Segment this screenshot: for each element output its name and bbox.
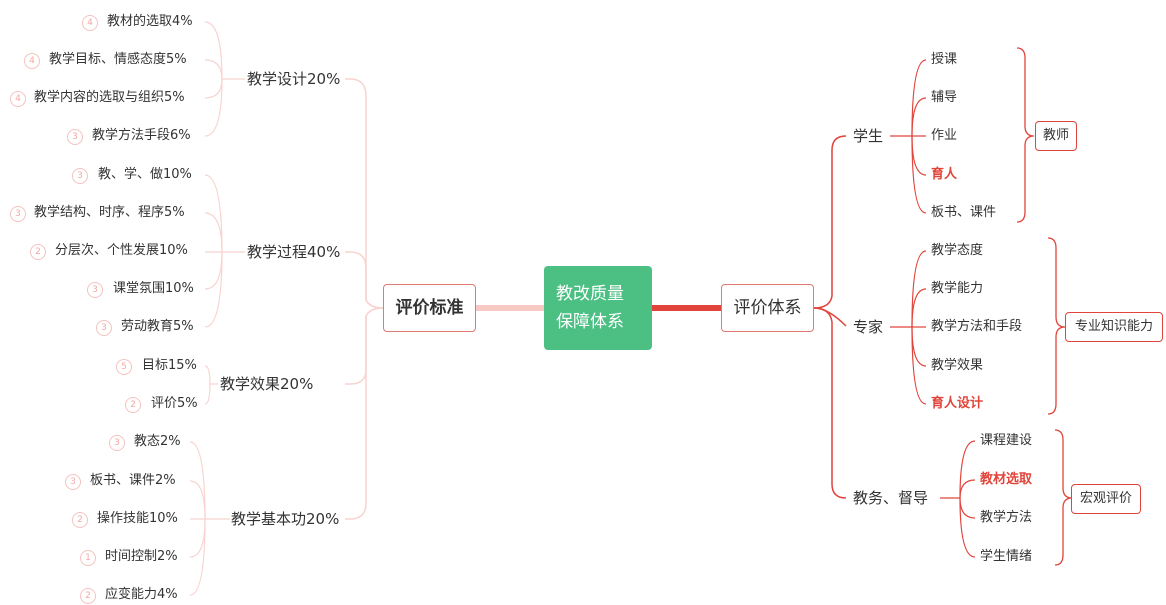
left-root-node[interactable]: 评价标准 <box>383 284 476 332</box>
right-leaf-highlight[interactable]: 育人 <box>931 167 958 182</box>
left-group-links <box>189 21 245 596</box>
right-leaf-highlight[interactable]: 教材选取 <box>980 472 1033 487</box>
left-leaf[interactable]: 教态2% <box>134 434 181 449</box>
right-leaf[interactable]: 学生情绪 <box>980 549 1033 564</box>
right-leaf[interactable]: 板书、课件 <box>931 205 997 220</box>
right-leaf[interactable]: 作业 <box>931 128 958 143</box>
priority-badge: 3 <box>72 168 88 184</box>
summary-box-expertise[interactable]: 专业知识能力 <box>1065 312 1163 342</box>
priority-badge: 3 <box>87 282 103 298</box>
right-leaf[interactable]: 教学效果 <box>931 358 984 373</box>
left-leaf[interactable]: 教学内容的选取与组织5% <box>34 90 185 105</box>
left-leaf[interactable]: 时间控制2% <box>105 549 178 564</box>
left-leaf[interactable]: 操作技能10% <box>97 511 178 526</box>
left-root-label: 评价标准 <box>395 298 464 318</box>
priority-badge: 3 <box>109 435 125 451</box>
right-leaf-highlight[interactable]: 育人设计 <box>931 396 984 411</box>
priority-badge: 3 <box>10 206 26 222</box>
left-group-2-label[interactable]: 教学过程40% <box>247 243 341 261</box>
right-group-links <box>890 59 976 558</box>
right-leaf[interactable]: 教学态度 <box>931 243 984 258</box>
left-leaf[interactable]: 劳动教育5% <box>121 319 194 334</box>
summary-label: 教师 <box>1042 128 1069 143</box>
left-leaf[interactable]: 应变能力4% <box>105 587 178 602</box>
left-leaf[interactable]: 教学目标、情感态度5% <box>49 52 187 67</box>
right-leaf[interactable]: 课程建设 <box>980 433 1033 448</box>
priority-badge: 2 <box>80 588 96 604</box>
right-root-links <box>813 135 847 499</box>
left-leaf[interactable]: 教学方法手段6% <box>92 128 191 143</box>
right-leaf[interactable]: 教学方法 <box>980 510 1033 525</box>
priority-badge: 4 <box>82 15 98 31</box>
right-leaf[interactable]: 授课 <box>931 52 958 67</box>
left-group-4-label[interactable]: 教学基本功20% <box>231 510 340 528</box>
priority-badge: 2 <box>30 244 46 260</box>
left-leaf[interactable]: 教、学、做10% <box>98 167 192 182</box>
center-line-1: 教改质量 <box>556 284 624 304</box>
left-group-3-label[interactable]: 教学效果20% <box>220 375 314 393</box>
left-leaf[interactable]: 评价5% <box>151 396 198 411</box>
priority-badge: 2 <box>125 397 141 413</box>
priority-badge: 4 <box>24 53 40 69</box>
left-leaf[interactable]: 目标15% <box>142 358 197 373</box>
right-leaf[interactable]: 辅导 <box>931 90 958 105</box>
center-node[interactable]: 教改质量 保障体系 <box>544 266 652 350</box>
right-root-node[interactable]: 评价体系 <box>721 284 814 332</box>
summary-label: 专业知识能力 <box>1074 319 1153 334</box>
left-group-1-label[interactable]: 教学设计20% <box>247 70 341 88</box>
right-group-1-label[interactable]: 学生 <box>853 127 884 145</box>
right-group-2-label[interactable]: 专家 <box>853 318 884 336</box>
right-leaf[interactable]: 教学方法和手段 <box>931 319 1023 334</box>
left-root-links <box>345 78 384 520</box>
priority-badge: 5 <box>116 359 132 375</box>
summary-box-teacher[interactable]: 教师 <box>1035 121 1077 151</box>
left-leaf[interactable]: 板书、课件2% <box>90 473 176 488</box>
priority-badge: 4 <box>10 91 26 107</box>
left-leaf[interactable]: 分层次、个性发展10% <box>55 243 188 258</box>
priority-badge: 1 <box>80 550 96 566</box>
left-leaf[interactable]: 课堂氛围10% <box>113 281 194 296</box>
right-group-3-label[interactable]: 教务、督导 <box>853 489 929 507</box>
priority-badge: 3 <box>96 320 112 336</box>
summary-box-macro[interactable]: 宏观评价 <box>1071 484 1141 514</box>
right-leaf[interactable]: 教学能力 <box>931 281 984 296</box>
priority-badge: 2 <box>72 512 88 528</box>
center-line-2: 保障体系 <box>556 312 624 332</box>
right-root-label: 评价体系 <box>733 298 802 318</box>
left-leaf[interactable]: 教材的选取4% <box>107 14 193 29</box>
summary-label: 宏观评价 <box>1079 491 1132 506</box>
left-leaf[interactable]: 教学结构、时序、程序5% <box>34 205 185 220</box>
priority-badge: 3 <box>67 129 83 145</box>
priority-badge: 3 <box>65 474 81 490</box>
